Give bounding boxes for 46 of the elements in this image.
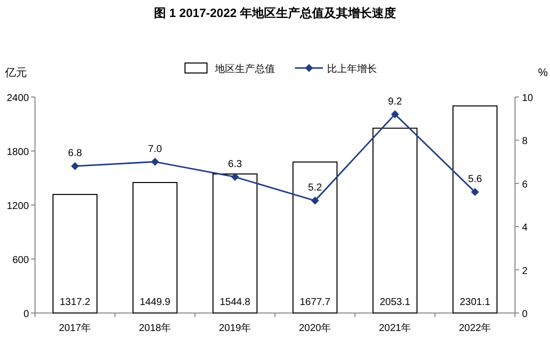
bar (452, 105, 498, 314)
x-tick-label: 2021年 (378, 322, 412, 334)
data-label: 1449.9 (140, 297, 171, 308)
point (391, 110, 399, 118)
legend-label: 地区生产总值 (214, 63, 275, 75)
point (231, 172, 239, 181)
y2-tick-label: 10 (522, 93, 534, 104)
x-tick-label: 2018年 (138, 322, 172, 334)
point (151, 158, 159, 166)
x-tick-label: 2022年 (458, 322, 492, 334)
y2-tick-label: 8 (522, 136, 528, 148)
x-tick-label: 2017年 (58, 322, 92, 334)
data-label: 6.8 (68, 148, 82, 160)
x-tick-label: 2019年 (218, 322, 252, 334)
point (311, 196, 319, 205)
point (71, 162, 79, 170)
bar (52, 194, 98, 314)
y-tick-label: 0 (23, 309, 30, 320)
data-label: 6.3 (228, 158, 242, 170)
bar (132, 182, 178, 314)
bar (372, 128, 418, 314)
y2-axis-title: % (538, 67, 548, 79)
y-tick-label: 1200 (6, 201, 30, 212)
data-label: 2053.1 (380, 297, 411, 308)
data-label: 7.0 (148, 144, 162, 155)
chart-title: 图 1 2017-2022 年地区生产总值及其增长速度 (154, 6, 396, 20)
y-axis-title: 亿元 (4, 67, 27, 79)
y2-tick-label: 2 (522, 266, 528, 277)
y2-tick-label: 6 (522, 179, 528, 190)
data-label: 5.6 (468, 174, 482, 186)
data-label: 5.2 (308, 182, 322, 194)
data-label: 9.2 (388, 96, 402, 108)
legend-label: 比上年增长 (327, 63, 377, 75)
data-label: 1544.8 (220, 297, 251, 308)
data-label: 1317.2 (60, 297, 91, 308)
data-label: 2301.1 (460, 297, 491, 308)
data-label: 1677.7 (300, 297, 331, 308)
y2-tick-label: 0 (522, 309, 528, 320)
bar (212, 173, 258, 314)
x-tick-label: 2020年 (298, 322, 332, 334)
y-tick-label: 1800 (6, 147, 30, 158)
y-tick-label: 2400 (6, 93, 30, 104)
y-tick-label: 600 (12, 255, 30, 266)
y2-tick-label: 4 (522, 222, 528, 234)
point (471, 188, 479, 196)
bar (292, 162, 338, 314)
